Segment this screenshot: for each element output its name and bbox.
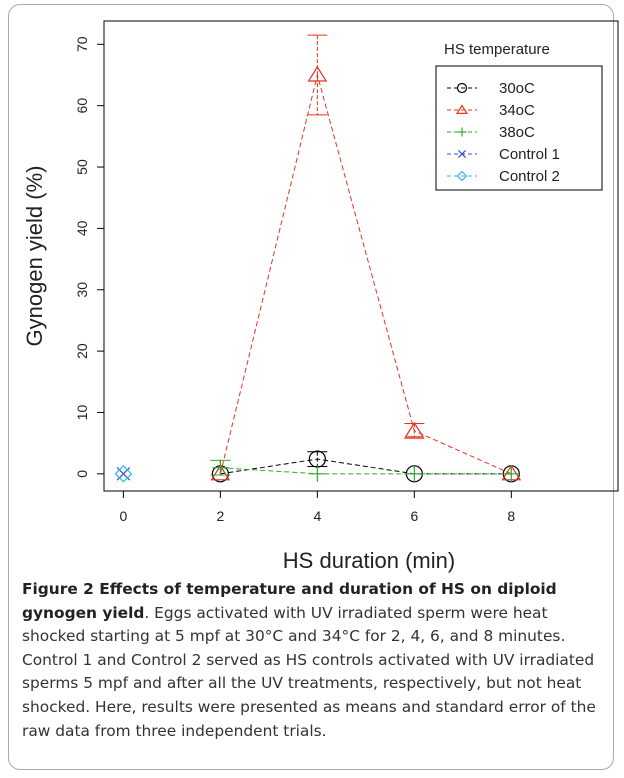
y-tick-label: 60 bbox=[74, 98, 90, 114]
legend-entry: 34oC bbox=[447, 102, 535, 119]
data-point bbox=[307, 65, 328, 82]
data-point bbox=[114, 464, 133, 483]
x-tick-label: 8 bbox=[507, 508, 515, 524]
series-control-2 bbox=[114, 464, 133, 483]
legend-entry: 30oC bbox=[447, 80, 535, 97]
y-tick-label: 50 bbox=[74, 159, 90, 175]
legend-entries: 30oC 34oC 38oC Control 1 Control 2 bbox=[447, 80, 560, 185]
legend-label: 30oC bbox=[499, 80, 535, 97]
legend-marker bbox=[456, 170, 468, 182]
data-point bbox=[404, 421, 425, 438]
legend-marker bbox=[455, 104, 469, 114]
legend-marker bbox=[457, 149, 467, 159]
series-layer bbox=[114, 34, 522, 483]
series-line bbox=[219, 74, 512, 475]
legend-label: 34oC bbox=[499, 102, 535, 119]
data-point bbox=[212, 459, 229, 476]
figure-caption: Figure 2 Effects of temperature and dura… bbox=[22, 578, 602, 743]
series-38oc bbox=[210, 459, 520, 482]
legend-entry: 38oC bbox=[447, 124, 535, 141]
y-tick-label: 20 bbox=[74, 343, 90, 359]
legend-box bbox=[435, 65, 603, 191]
data-point bbox=[116, 466, 131, 481]
series-30oc bbox=[211, 450, 520, 483]
x-axis: 0 2 4 6 8 bbox=[119, 490, 515, 524]
data-point bbox=[210, 464, 231, 481]
legend-entry: Control 1 bbox=[447, 146, 560, 163]
y-tick-label: 30 bbox=[74, 282, 90, 298]
legend-label: Control 2 bbox=[499, 168, 560, 185]
y-axis-title: Gynogen yield (%) bbox=[22, 166, 47, 347]
series-34oc bbox=[210, 34, 522, 481]
y-tick-label: 40 bbox=[74, 220, 90, 236]
legend-entry: Control 2 bbox=[447, 168, 560, 185]
x-tick-label: 4 bbox=[313, 508, 321, 524]
series-line bbox=[220, 467, 512, 475]
legend-marker bbox=[457, 127, 467, 137]
legend-label: Control 1 bbox=[499, 146, 560, 163]
gynogen-yield-chart: 0 10 20 30 40 50 60 70 0 2 4 6 8 HS temperature 30o… bbox=[22, 20, 619, 573]
x-tick-label: 6 bbox=[410, 508, 418, 524]
legend-marker bbox=[456, 82, 468, 94]
x-tick-label: 2 bbox=[216, 508, 224, 524]
data-point bbox=[503, 465, 520, 482]
series-control-1 bbox=[116, 466, 131, 481]
y-tick-label: 10 bbox=[74, 404, 90, 420]
legend-title: HS temperature bbox=[444, 41, 550, 58]
y-axis: 0 10 20 30 40 50 60 70 bbox=[74, 36, 105, 478]
caption-label: Figure 2 Effects of temperature and dura… bbox=[22, 580, 557, 622]
legend-label: 38oC bbox=[499, 124, 535, 141]
caption-text: . Eggs activated with UV irradiated sper… bbox=[22, 603, 596, 740]
series-line bbox=[220, 458, 512, 475]
x-axis-title: HS duration (min) bbox=[283, 548, 455, 573]
x-tick-label: 0 bbox=[119, 508, 127, 524]
data-point bbox=[406, 465, 423, 482]
y-tick-label: 0 bbox=[74, 470, 90, 478]
legend: HS temperature 30oC 34oC 38oC Control 1 Cont… bbox=[435, 41, 603, 191]
y-tick-label: 70 bbox=[74, 36, 90, 52]
data-point bbox=[309, 465, 326, 482]
